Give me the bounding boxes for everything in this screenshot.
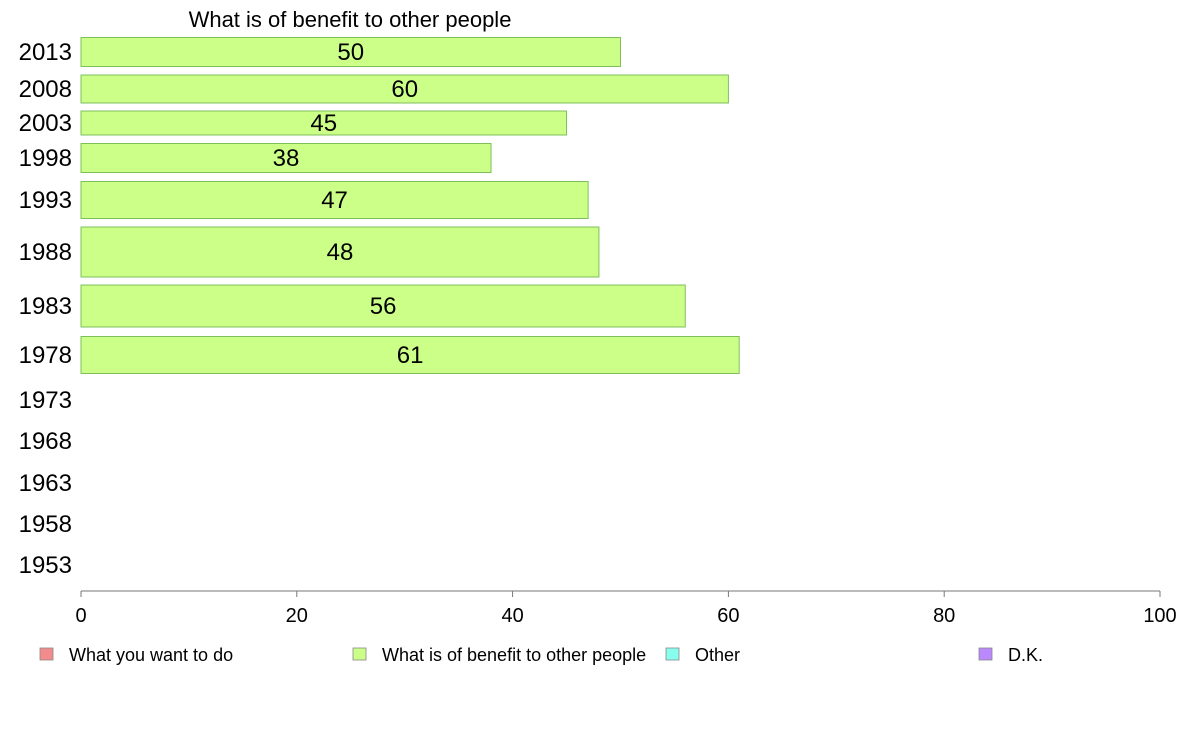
bar	[80, 181, 589, 219]
bar	[80, 110, 568, 136]
bar-value-label: 45	[310, 110, 337, 137]
bar-value-label: 61	[397, 342, 424, 369]
category-label: 1958	[19, 511, 72, 538]
bar	[80, 336, 740, 374]
category-label: 1988	[19, 239, 72, 266]
bar-value-label: 56	[370, 293, 397, 320]
x-tick-label: 100	[1143, 605, 1176, 627]
bar	[80, 143, 492, 173]
legend-swatch	[978, 647, 993, 661]
category-label: 1983	[19, 293, 72, 320]
category-label: 2008	[19, 76, 72, 103]
category-label: 2013	[19, 39, 72, 66]
legend-swatch	[352, 647, 367, 661]
bar-value-label: 60	[391, 76, 418, 103]
bar-value-label: 38	[273, 145, 300, 172]
category-label: 1963	[19, 470, 72, 497]
category-label: 1993	[19, 187, 72, 214]
x-tick-label: 40	[501, 605, 523, 627]
legend-label: Other	[695, 645, 740, 665]
bar-value-label: 50	[337, 39, 364, 66]
bar	[80, 74, 729, 104]
legend-label: What you want to do	[69, 645, 233, 665]
category-label: 1968	[19, 428, 72, 455]
category-label: 1973	[19, 387, 72, 414]
chart-title: What is of benefit to other people	[189, 7, 512, 32]
legend-label: D.K.	[1008, 645, 1043, 665]
bar	[80, 284, 686, 328]
legend-swatch	[665, 647, 680, 661]
bar-value-label: 47	[321, 187, 348, 214]
category-label: 2003	[19, 110, 72, 137]
bar-value-label: 48	[327, 239, 354, 266]
bar	[80, 226, 600, 278]
x-tick-label: 20	[286, 605, 308, 627]
x-tick-label: 80	[933, 605, 955, 627]
x-tick-label: 0	[75, 605, 86, 627]
category-label: 1978	[19, 342, 72, 369]
legend-swatch	[39, 647, 54, 661]
legend-label: What is of benefit to other people	[382, 645, 646, 665]
x-tick-label: 60	[717, 605, 739, 627]
bar	[80, 37, 621, 67]
category-label: 1998	[19, 145, 72, 172]
category-label: 1953	[19, 552, 72, 579]
